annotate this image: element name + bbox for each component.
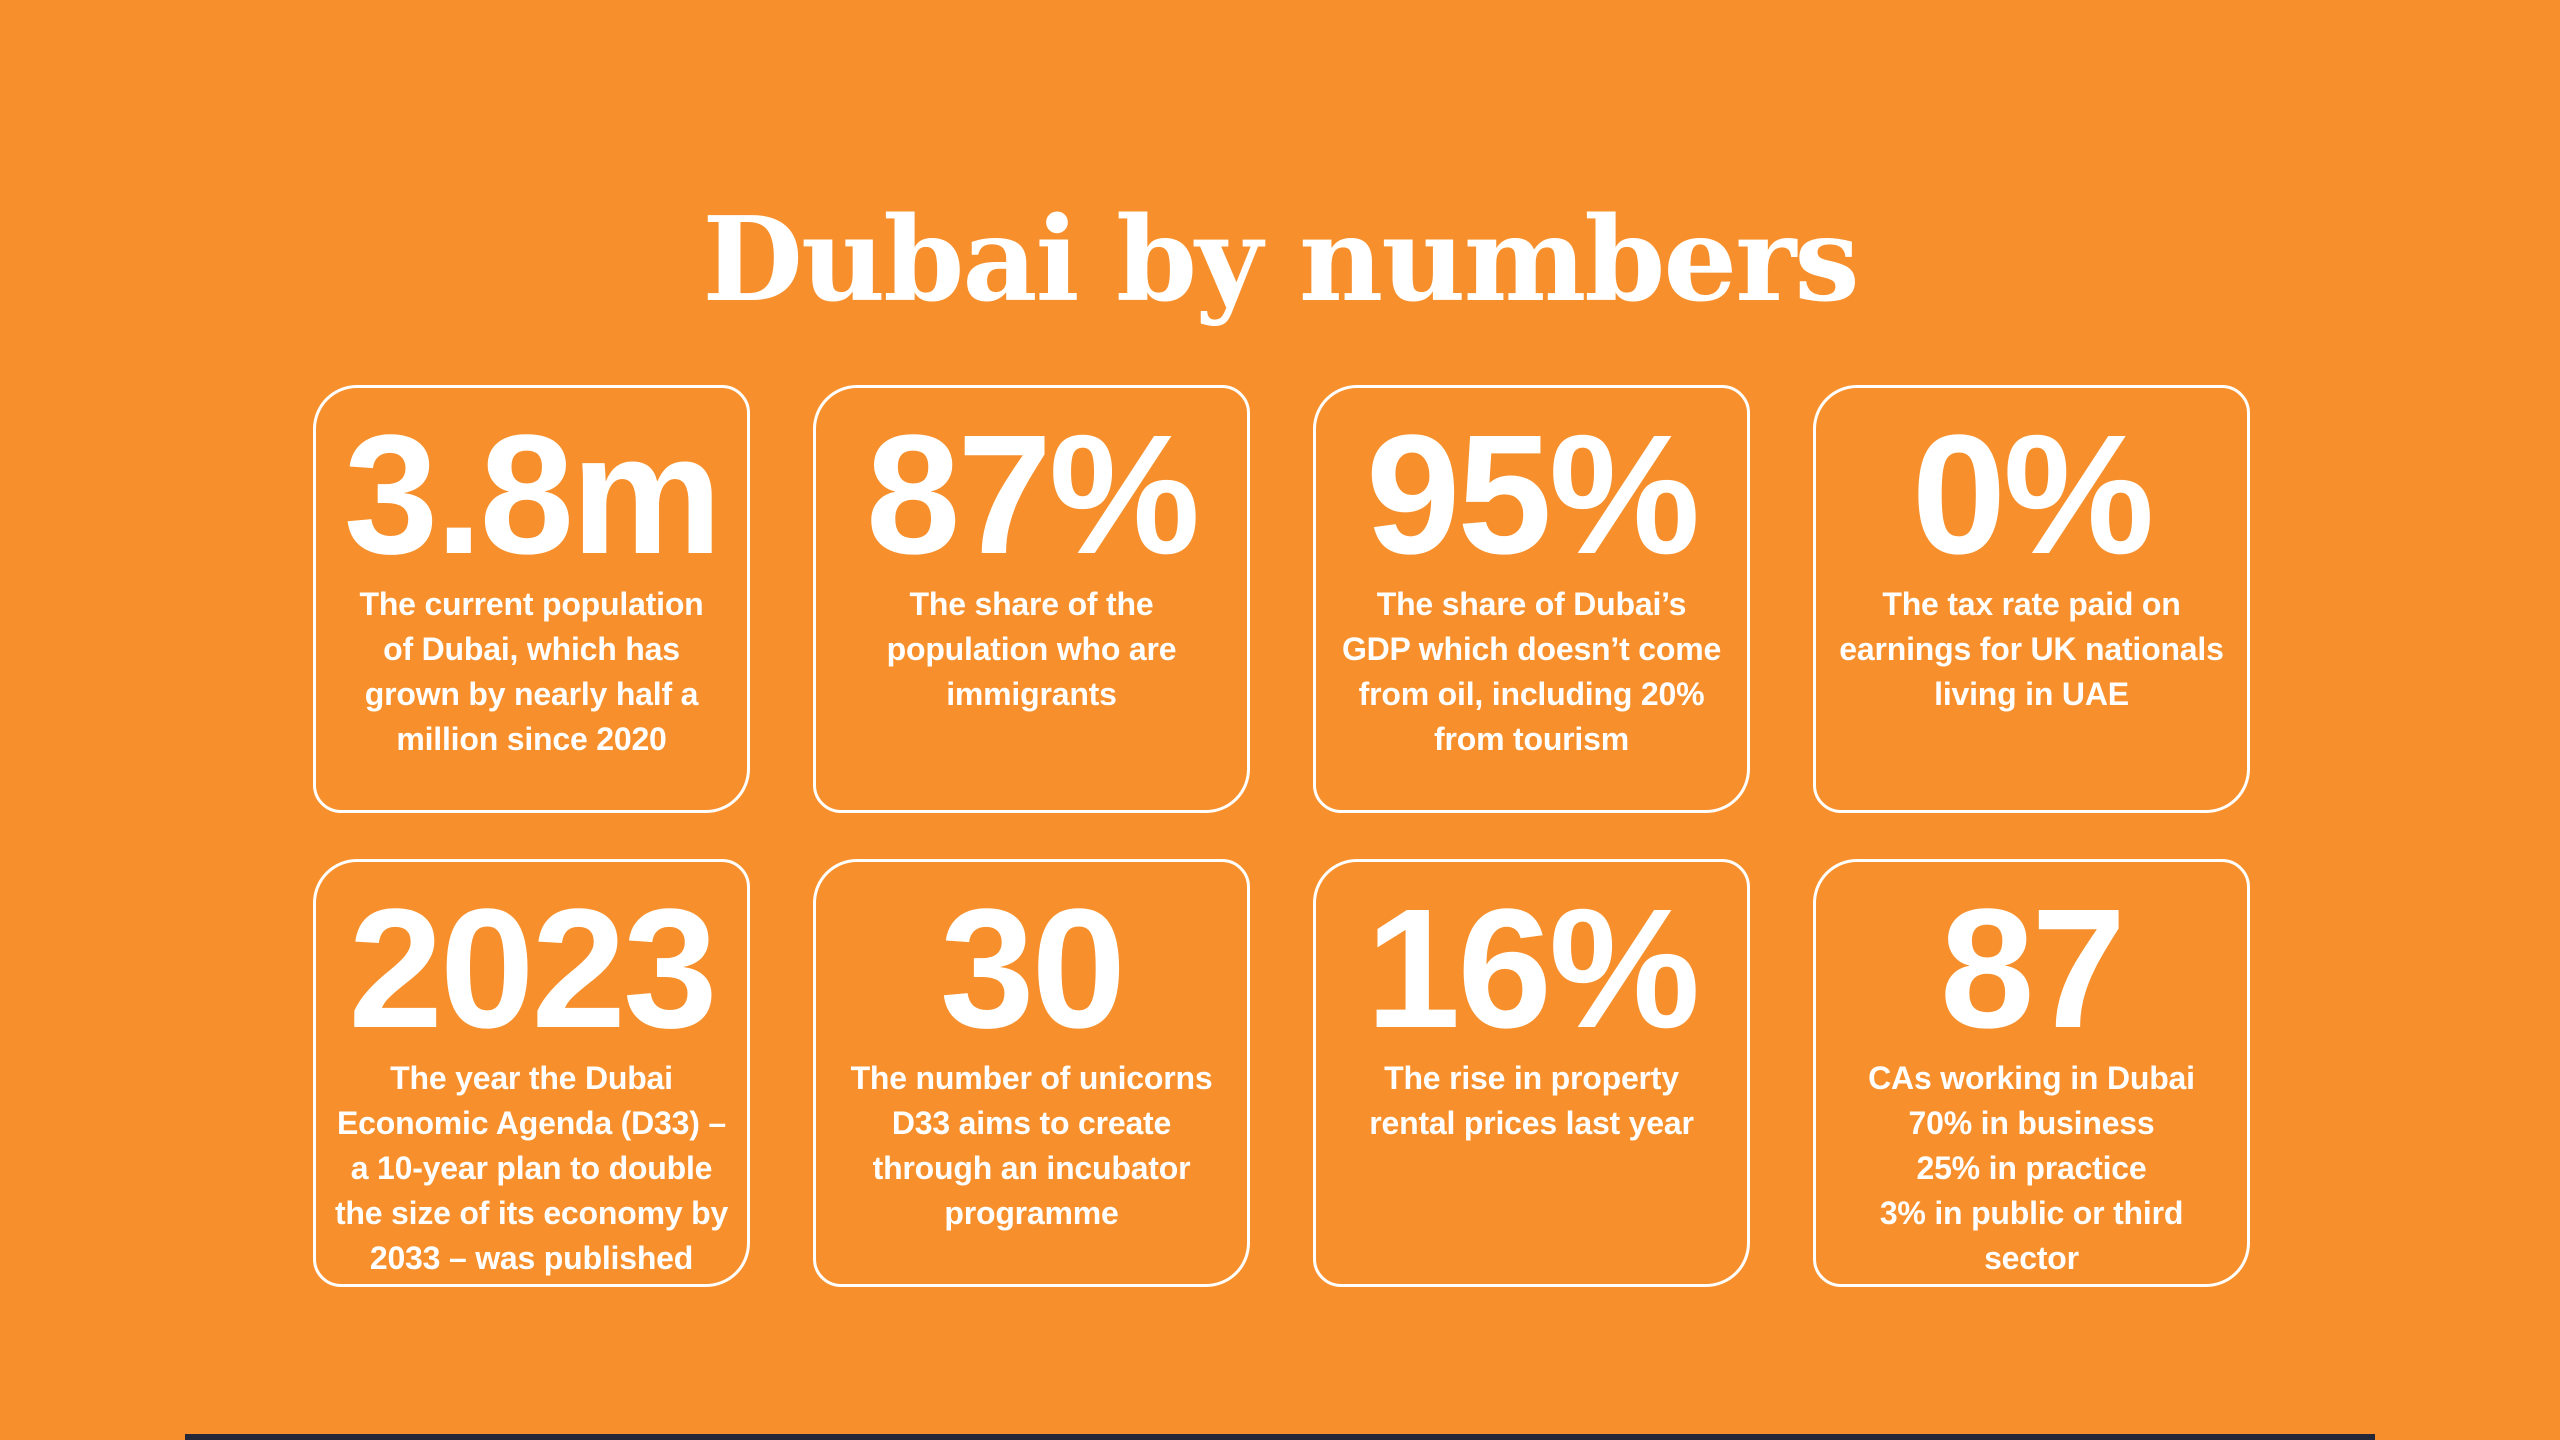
stat-value: 16% — [1365, 874, 1700, 1064]
stat-card-tax-rate: 0% The tax rate paid on earnings for UK … — [1813, 385, 2250, 813]
stat-description: CAs working in Dubai 70% in business 25%… — [1868, 1060, 2195, 1276]
page-title: Dubai by numbers — [702, 192, 1859, 328]
stat-description: The year the Dubai Economic Agenda (D33)… — [334, 1060, 729, 1276]
stat-card-rental-prices: 16% The rise in property rental prices l… — [1313, 859, 1750, 1287]
stat-card-gdp: 95% The share of Dubai’s GDP which doesn… — [1313, 385, 1750, 813]
stat-card-agenda-year: 2023 The year the Dubai Economic Agenda … — [313, 859, 750, 1287]
stat-description: The share of the population who are immi… — [886, 586, 1177, 712]
stat-value: 2023 — [348, 874, 717, 1064]
stat-description: The number of unicorns D33 aims to creat… — [850, 1060, 1213, 1231]
stat-value: 30 — [939, 874, 1126, 1064]
stat-card-population: 3.8m The current population of Dubai, wh… — [313, 385, 750, 813]
stat-description: The tax rate paid on earnings for UK nat… — [1839, 586, 2224, 712]
stat-value: 95% — [1365, 400, 1700, 590]
bottom-accent-bar — [185, 1434, 2375, 1440]
stat-value: 87 — [1939, 874, 2126, 1064]
stats-grid: 3.8m The current population of Dubai, wh… — [313, 385, 2250, 1287]
stat-card-cas-working: 87 CAs working in Dubai 70% in business … — [1813, 859, 2250, 1287]
stat-value: 0% — [1911, 400, 2155, 590]
stat-value: 87% — [865, 400, 1200, 590]
stat-description: The share of Dubai’s GDP which doesn’t c… — [1341, 586, 1722, 757]
stat-value: 3.8m — [343, 400, 722, 590]
stat-card-unicorns: 30 The number of unicorns D33 aims to cr… — [813, 859, 1250, 1287]
stat-card-immigrants: 87% The share of the population who are … — [813, 385, 1250, 813]
stat-description: The rise in property rental prices last … — [1369, 1060, 1694, 1141]
stat-description: The current population of Dubai, which h… — [359, 586, 704, 757]
